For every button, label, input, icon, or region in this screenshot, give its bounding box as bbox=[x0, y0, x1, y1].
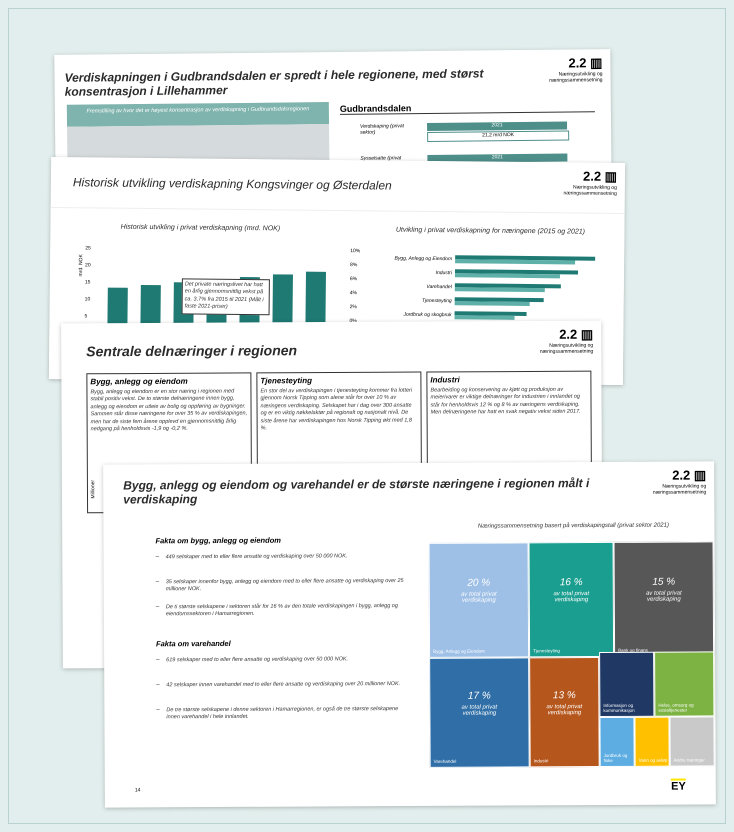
title: Sentrale delnæringer i regionen bbox=[86, 342, 298, 360]
panel-title: Gudbrandsdalen bbox=[339, 101, 595, 115]
fact-item: 35 selskaper innenfor bygg, anlegg og ei… bbox=[165, 578, 404, 593]
box-title: Tjenesteyting bbox=[260, 376, 313, 386]
y-tick-label: 20 bbox=[85, 262, 91, 269]
section-number: 2.2 bbox=[568, 55, 587, 71]
treemap-cell: Helse, omsorg og sosialtjenester bbox=[654, 651, 715, 717]
section-sub: Næringsutvikling og næringssammensetning bbox=[652, 483, 707, 496]
treemap-cell: Jordbruk og fiske bbox=[599, 716, 635, 768]
section-sub: Næringsutvikling og næringssammensetning bbox=[563, 184, 617, 197]
y2-tick-label: 10% bbox=[350, 248, 361, 255]
treemap-cell: Vann og avløp bbox=[634, 716, 670, 767]
y-tick-label: 25 bbox=[85, 245, 91, 252]
category-label: Varehandel bbox=[426, 283, 452, 291]
cell-name: Varehandel bbox=[433, 758, 457, 764]
section: 2.2 ▥ Næringsutvikling og næringssammense… bbox=[533, 327, 593, 355]
category-label: Bygg, Anlegg og Eiendom bbox=[394, 255, 453, 263]
y2-tick-label: 8% bbox=[350, 262, 358, 269]
treemap-cell: 13 % av total privat verdiskaping Industri bbox=[529, 657, 600, 768]
category-label: Jordbruk og skogbruk bbox=[403, 311, 452, 319]
annotation: Det private næringslivet har hatt en årl… bbox=[181, 278, 270, 315]
fact-bullet: – bbox=[155, 554, 159, 561]
cell-value: 15 % bbox=[652, 576, 676, 588]
cell-sub: av total privat verdiskaping bbox=[461, 704, 498, 718]
section-sub: Næringsutvikling og næringssammensetning bbox=[549, 71, 603, 84]
fact-heading: Fakta om bygg, anlegg og eiendom bbox=[155, 535, 281, 546]
cell-name: Industri bbox=[533, 758, 549, 764]
fact-item: 619 selskaper med to eller flere ansatte… bbox=[166, 656, 349, 664]
y2-tick-label: 2% bbox=[349, 304, 357, 311]
cell-name: Vann og avløp bbox=[638, 757, 668, 763]
row-value: 21,2 mrd NOK bbox=[427, 130, 570, 143]
cell-value: 17 % bbox=[467, 690, 491, 703]
section: 2.2 ▥ Næringsutvikling og næringssammense… bbox=[646, 467, 706, 495]
cell-value: 13 % bbox=[552, 690, 576, 702]
y-label: mrd. NOK bbox=[78, 254, 85, 277]
box-text: En stor del av verdiskapingen i tjeneste… bbox=[260, 387, 413, 432]
subtitle: Fremstilling av hvor det er høyest konse… bbox=[66, 102, 330, 127]
title: Verdiskapningen i Gudbrandsdalen er spre… bbox=[64, 66, 484, 99]
cell-sub: av total privat verdiskaping bbox=[645, 590, 682, 603]
fact-bullet: – bbox=[155, 604, 160, 611]
slide-4: Bygg, anlegg og eiendom og varehandel er… bbox=[103, 461, 716, 808]
treemap-title: Næringssammensetning basert på verdiskap… bbox=[477, 522, 669, 530]
y2-tick-label: 6% bbox=[349, 276, 358, 283]
fact-item: 42 selskaper innen varehandel med to ell… bbox=[166, 681, 401, 689]
cell-name: Informasjon og kommunikasjon bbox=[603, 702, 635, 713]
fact-item: De ti største selskapene i sektoren står… bbox=[165, 603, 398, 618]
bar bbox=[454, 301, 530, 307]
cell-value: 20 % bbox=[467, 577, 491, 589]
fact-bullet: – bbox=[156, 657, 160, 664]
box-title: Industri bbox=[430, 375, 460, 385]
fact-item: De tre største selskapene i denne sektor… bbox=[166, 706, 399, 721]
box-text: Bearbeiding og konservering av kjøtt og … bbox=[430, 386, 581, 416]
fact-item: 449 selskaper med to eller flere ansatte… bbox=[165, 553, 348, 561]
page-number: 14 bbox=[134, 787, 141, 794]
box-title: Bygg, anlegg og eiendom bbox=[90, 376, 188, 387]
category-label: Tjenesteyting bbox=[421, 297, 452, 305]
cell-name: Helse, omsorg og sosialtjenester bbox=[658, 702, 694, 713]
cell-sub: av total privat verdiskaping bbox=[546, 704, 583, 717]
row-year: 2021 bbox=[427, 121, 568, 132]
section-number: 2.2 bbox=[582, 168, 602, 184]
cell-name: Bygg, Anlegg og Eiendom bbox=[433, 648, 485, 654]
cell-name: Tjenesteyting bbox=[533, 648, 560, 654]
title: Bygg, anlegg og eiendom og varehandel er… bbox=[123, 476, 590, 507]
treemap-cell: Andre næringer bbox=[669, 716, 715, 767]
category-label: Industri bbox=[435, 270, 453, 277]
section: 2.2 ▥ Næringsutvikling og næringssammense… bbox=[557, 168, 617, 197]
section: 2.2 ▥ Næringsutvikling og næringssammense… bbox=[542, 55, 602, 84]
bar bbox=[454, 315, 515, 320]
title: Historisk utvikling verdiskapning Kongsv… bbox=[72, 175, 392, 193]
treemap-cell: 17 % av total privat verdiskaping Varehand… bbox=[429, 657, 530, 768]
y-label: Millioner bbox=[90, 479, 97, 499]
box-text: Bygg, anlegg og eiendom er en stor nærin… bbox=[90, 388, 248, 433]
treemap-cell: 20 % av total privat verdiskaping Bygg, An… bbox=[428, 542, 530, 658]
cell-name: Jordbruk og fiske bbox=[603, 752, 628, 763]
treemap-cell: Informasjon og kommunikasjon bbox=[599, 651, 655, 718]
fact-bullet: – bbox=[156, 707, 160, 714]
cell-sub: av total privat verdiskaping bbox=[553, 590, 590, 604]
section-number: 2.2 bbox=[559, 326, 578, 342]
y2-tick-label: 4% bbox=[349, 290, 358, 297]
y-tick-label: 10 bbox=[84, 296, 91, 303]
y-tick-label: 15 bbox=[84, 279, 91, 286]
fact-heading: Fakta om varehandel bbox=[156, 638, 231, 649]
treemap-cell: 15 % av total privat verdiskaping Bank og … bbox=[613, 541, 715, 657]
logo: EY bbox=[671, 778, 686, 793]
y-tick-label: 5 bbox=[84, 313, 88, 320]
cell-value: 16 % bbox=[559, 576, 583, 589]
fact-bullet: – bbox=[155, 579, 160, 586]
fact-bullet: – bbox=[156, 682, 160, 689]
section-sub: Næringsutvikling og næringssammensetning bbox=[539, 342, 594, 355]
treemap-cell: 16 % av total privat verdiskaping Tjeneste… bbox=[528, 541, 615, 658]
row-label: Verdiskaping (privat sektor) bbox=[360, 123, 405, 136]
cell-name: Andre næringer bbox=[673, 757, 705, 763]
section-number: 2.2 bbox=[672, 467, 691, 483]
cell-sub: av total privat verdiskaping bbox=[460, 591, 497, 604]
